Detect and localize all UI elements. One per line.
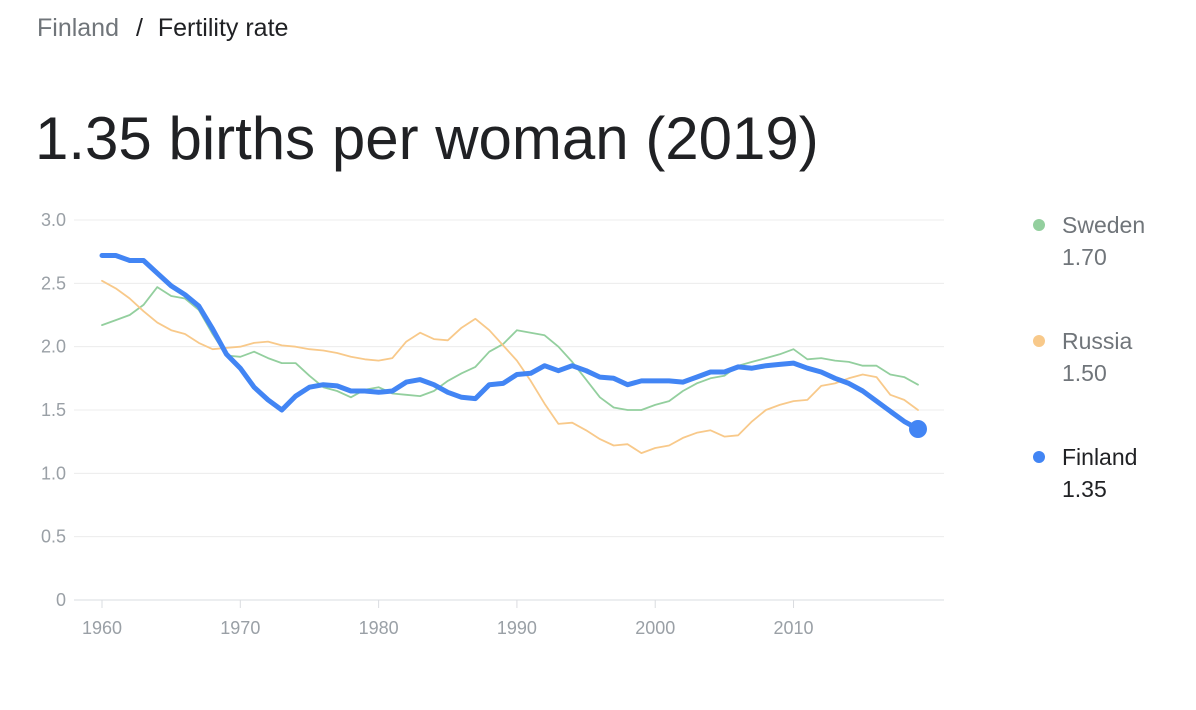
legend-name-sweden: Sweden: [1062, 212, 1146, 238]
x-tick-label-2010: 2010: [774, 618, 814, 638]
y-tick-label-0: 0: [56, 590, 66, 610]
fertility-rate-chart[interactable]: 0 0.5 1.0 1.5 2.0 2.5 3.0 1960 1970 1980 1990 2000 2…: [0, 190, 970, 650]
chart-legend: Sweden 1.70 Russia 1.50 Finland 1.35: [1030, 0, 1190, 710]
y-tick-label-2-5: 2.5: [41, 273, 66, 293]
legend-dot-sweden: [1033, 219, 1045, 231]
x-tick-label-1970: 1970: [220, 618, 260, 638]
series-endpoint-finland[interactable]: [909, 420, 927, 438]
breadcrumb-parent-link[interactable]: Finland: [37, 14, 119, 42]
y-tick-label-1-5: 1.5: [41, 400, 66, 420]
legend-value-russia: 1.50: [1062, 360, 1107, 386]
y-tick-label-2-0: 2.0: [41, 337, 66, 357]
x-tick-label-1960: 1960: [82, 618, 122, 638]
series-line-finland[interactable]: [99, 253, 921, 432]
headline-value: 1.35 births per woman (2019): [35, 105, 819, 172]
series-line-sweden[interactable]: [101, 286, 919, 411]
x-tick-label-2000: 2000: [635, 618, 675, 638]
legend-dot-russia: [1033, 335, 1045, 347]
legend-value-finland: 1.35: [1062, 476, 1107, 502]
legend-value-sweden: 1.70: [1062, 244, 1107, 270]
breadcrumb-current: Fertility rate: [157, 14, 289, 42]
legend-name-finland: Finland: [1062, 444, 1138, 470]
x-tick-label-1980: 1980: [359, 618, 399, 638]
x-tick-label-1990: 1990: [497, 618, 537, 638]
y-tick-label-0-5: 0.5: [41, 527, 66, 547]
series-line-russia[interactable]: [101, 279, 919, 455]
breadcrumb: Finland / Fertility rate: [37, 12, 288, 44]
legend-name-russia: Russia: [1062, 328, 1133, 354]
legend-dot-finland: [1033, 451, 1045, 463]
breadcrumb-separator: /: [135, 14, 143, 42]
y-tick-label-3-0: 3.0: [41, 210, 66, 230]
y-tick-label-1-0: 1.0: [41, 463, 66, 483]
